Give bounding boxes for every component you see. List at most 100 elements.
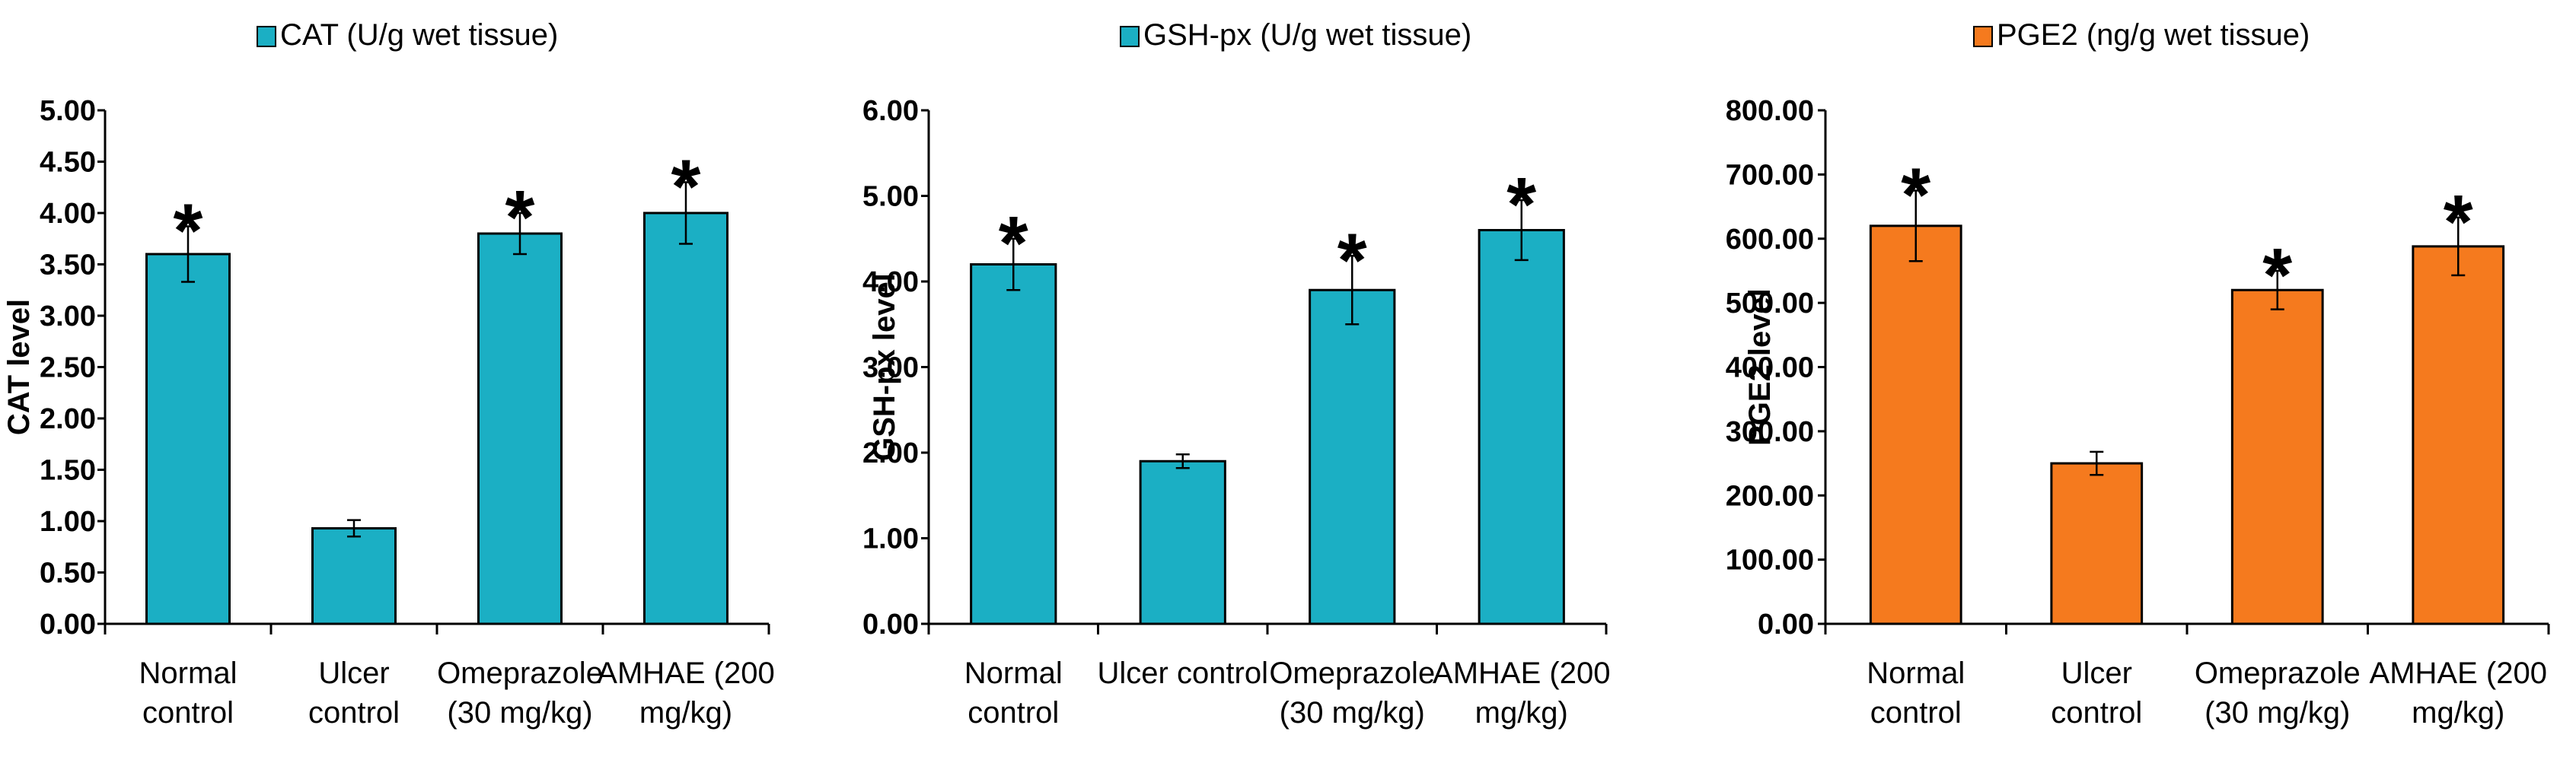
x-tick-label: (30 mg/kg) bbox=[1280, 696, 1425, 730]
y-tick-label: 300.00 bbox=[1726, 416, 1814, 448]
y-tick-label: 5.00 bbox=[862, 181, 919, 213]
error-bar bbox=[1345, 255, 1360, 326]
x-tick-label: Normal bbox=[139, 657, 238, 690]
legend: GSH-px (U/g wet tissue) bbox=[1120, 18, 1471, 52]
y-tick-label: 0.00 bbox=[40, 609, 96, 641]
bar bbox=[145, 253, 231, 625]
significance-marker: * bbox=[999, 201, 1028, 286]
x-tick-label: control bbox=[1870, 696, 1962, 730]
chart-panel-2: GSH-px (U/g wet tissue) 0.00 1.00 2.00 3.00 4… bbox=[862, 18, 1610, 730]
significance-marker: * bbox=[1901, 152, 1930, 237]
y-tick-label: 1.00 bbox=[40, 506, 96, 538]
significance-marker: * bbox=[174, 189, 203, 274]
bar bbox=[1478, 229, 1565, 625]
bar bbox=[970, 263, 1057, 625]
x-tick-label: mg/kg) bbox=[2412, 696, 2504, 730]
bar bbox=[477, 232, 563, 625]
y-tick-label: 5.00 bbox=[40, 95, 96, 127]
x-tick-label: control bbox=[142, 696, 234, 730]
bar bbox=[2230, 288, 2324, 625]
x-tick-label: control bbox=[308, 696, 400, 730]
significance-marker: * bbox=[671, 145, 701, 230]
y-tick-label: 3.00 bbox=[862, 352, 919, 384]
x-tick-label: Omeprazole bbox=[2195, 657, 2361, 690]
x-tick-label: control bbox=[2051, 696, 2142, 730]
y-tick-label: 4.50 bbox=[40, 147, 96, 179]
y-tick-label: 6.00 bbox=[862, 95, 919, 127]
error-bar bbox=[347, 519, 361, 538]
significance-marker: * bbox=[1506, 162, 1536, 247]
x-tick-label: Ulcer bbox=[2061, 657, 2132, 690]
error-bar bbox=[181, 225, 195, 283]
error-bar bbox=[1006, 237, 1021, 291]
legend-label: GSH-px (U/g wet tissue) bbox=[1143, 18, 1471, 52]
error-bar bbox=[2451, 216, 2466, 277]
x-tick-label: AMHAE (200 bbox=[2370, 657, 2547, 690]
x-tick-label: AMHAE (200 bbox=[597, 657, 774, 690]
y-tick-label: 400.00 bbox=[1726, 352, 1814, 384]
x-tick-label: Omeprazole bbox=[437, 657, 603, 690]
y-tick-label: 3.50 bbox=[40, 250, 96, 281]
error-bar bbox=[679, 181, 693, 245]
legend-label: CAT (U/g wet tissue) bbox=[280, 18, 558, 52]
x-tick-label: (30 mg/kg) bbox=[2205, 696, 2350, 730]
y-tick-label: 500.00 bbox=[1726, 288, 1814, 320]
error-bar bbox=[1514, 199, 1529, 262]
x-tick-label: Ulcer bbox=[318, 657, 389, 690]
significance-marker: * bbox=[2262, 233, 2292, 318]
y-tick-label: 2.00 bbox=[862, 437, 919, 469]
x-tick-label: Normal bbox=[1867, 657, 1965, 690]
error-bar bbox=[2270, 269, 2284, 310]
bar bbox=[2050, 462, 2144, 625]
x-tick-label: Omeprazole bbox=[1269, 657, 1435, 690]
y-tick-label: 200.00 bbox=[1726, 480, 1814, 512]
error-bar bbox=[513, 211, 527, 256]
bar bbox=[1309, 288, 1396, 625]
legend-swatch bbox=[257, 26, 276, 47]
x-tick-label: (30 mg/kg) bbox=[447, 696, 592, 730]
x-tick-label: Normal bbox=[964, 657, 1063, 690]
x-tick-label: control bbox=[968, 696, 1059, 730]
bar bbox=[1869, 224, 1962, 625]
error-bar bbox=[2090, 450, 2104, 476]
y-tick-label: 100.00 bbox=[1726, 545, 1814, 577]
y-tick-label: 0.50 bbox=[40, 558, 96, 590]
x-tick-label: Ulcer control bbox=[1097, 657, 1268, 690]
error-bar bbox=[1908, 189, 1923, 262]
y-tick-label: 4.00 bbox=[862, 266, 919, 298]
y-axis-label: GSH-px level bbox=[868, 273, 901, 461]
y-tick-label: 1.50 bbox=[40, 455, 96, 487]
chart-panel-3: PGE2 (ng/g wet tissue) 0.00 100.00 200.00 30… bbox=[1726, 18, 2550, 730]
y-tick-label: 4.00 bbox=[40, 198, 96, 230]
error-bar bbox=[1175, 453, 1190, 469]
chart-panel-1: CAT (U/g wet tissue) 0.00 0.50 1.00 1.50 2.00… bbox=[2, 18, 775, 730]
y-tick-label: 700.00 bbox=[1726, 159, 1814, 191]
significance-marker: * bbox=[2444, 180, 2473, 265]
x-tick-label: AMHAE (200 bbox=[1433, 657, 1610, 690]
legend: PGE2 (ng/g wet tissue) bbox=[1973, 18, 2310, 52]
y-tick-label: 0.00 bbox=[1758, 609, 1814, 641]
legend-swatch bbox=[1973, 26, 1993, 47]
bar bbox=[311, 526, 397, 625]
y-tick-label: 0.00 bbox=[862, 609, 919, 641]
x-tick-label: mg/kg) bbox=[639, 696, 732, 730]
y-tick-label: 800.00 bbox=[1726, 95, 1814, 127]
y-axis-label: CAT level bbox=[2, 299, 36, 435]
y-tick-label: 2.50 bbox=[40, 352, 96, 384]
significance-marker: * bbox=[505, 175, 535, 260]
y-tick-label: 600.00 bbox=[1726, 224, 1814, 256]
bar bbox=[643, 211, 728, 625]
legend-label: PGE2 (ng/g wet tissue) bbox=[1997, 18, 2310, 52]
y-tick-label: 3.00 bbox=[40, 301, 96, 332]
y-axis-label: PGE2 level bbox=[1743, 288, 1777, 446]
y-tick-label: 1.00 bbox=[862, 523, 919, 555]
legend-swatch bbox=[1120, 26, 1140, 47]
significance-marker: * bbox=[1337, 218, 1367, 303]
legend: CAT (U/g wet tissue) bbox=[257, 18, 558, 52]
bar bbox=[1139, 459, 1226, 625]
y-tick-label: 2.00 bbox=[40, 403, 96, 435]
bar bbox=[2412, 245, 2505, 625]
x-tick-label: mg/kg) bbox=[1475, 696, 1568, 730]
